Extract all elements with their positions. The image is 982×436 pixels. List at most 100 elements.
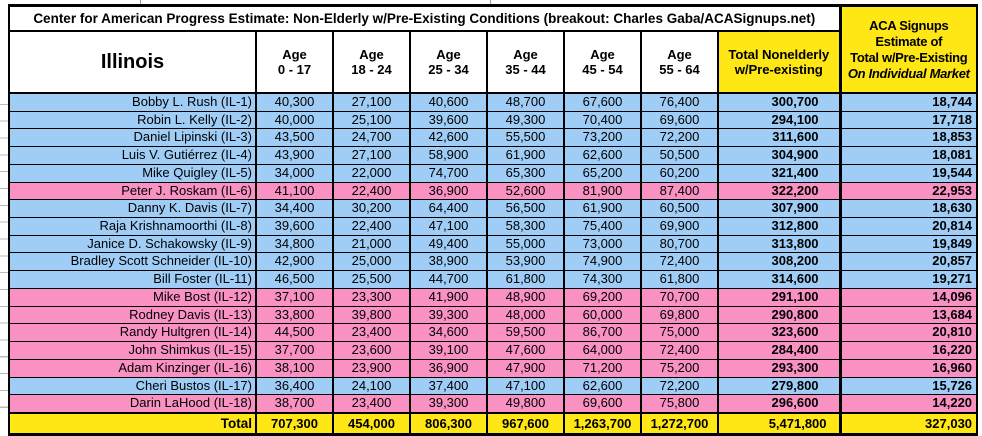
age-value-cell[interactable]: 55,500 bbox=[486, 128, 565, 148]
total-value-cell[interactable]: 806,300 bbox=[409, 411, 488, 436]
aca-estimate-cell[interactable]: 19,849 bbox=[838, 234, 979, 254]
age-header-cell-0-17[interactable]: Age 0 - 17 bbox=[255, 30, 334, 94]
district-name-cell[interactable]: Cheri Bustos (IL-17) bbox=[8, 376, 257, 396]
row-total-cell[interactable]: 293,300 bbox=[716, 358, 842, 378]
age-value-cell[interactable]: 48,700 bbox=[486, 92, 565, 112]
age-value-cell[interactable]: 75,200 bbox=[640, 358, 719, 378]
aca-estimate-cell[interactable]: 14,096 bbox=[838, 287, 979, 307]
total-value-cell[interactable]: 1,272,700 bbox=[640, 411, 719, 436]
age-value-cell[interactable]: 55,000 bbox=[486, 234, 565, 254]
age-value-cell[interactable]: 65,200 bbox=[563, 163, 642, 183]
total-value-cell[interactable]: 1,263,700 bbox=[563, 411, 642, 436]
age-value-cell[interactable]: 23,300 bbox=[332, 287, 411, 307]
age-value-cell[interactable]: 69,800 bbox=[640, 305, 719, 325]
aca-grand-total-cell[interactable]: 327,030 bbox=[838, 411, 979, 436]
row-total-cell[interactable]: 279,800 bbox=[716, 376, 842, 396]
age-value-cell[interactable]: 38,900 bbox=[409, 252, 488, 272]
age-value-cell[interactable]: 72,400 bbox=[640, 252, 719, 272]
table-title-cell[interactable]: Center for American Progress Estimate: N… bbox=[7, 4, 842, 32]
aca-estimate-cell[interactable]: 16,960 bbox=[838, 358, 979, 378]
age-value-cell[interactable]: 47,900 bbox=[486, 358, 565, 378]
aca-estimate-cell[interactable]: 20,814 bbox=[838, 217, 979, 236]
row-total-cell[interactable]: 300,700 bbox=[716, 92, 842, 112]
age-value-cell[interactable]: 58,300 bbox=[486, 217, 565, 236]
total-label-cell[interactable]: Total bbox=[8, 411, 257, 436]
age-value-cell[interactable]: 74,900 bbox=[563, 252, 642, 272]
age-value-cell[interactable]: 53,900 bbox=[486, 252, 565, 272]
age-value-cell[interactable]: 39,800 bbox=[332, 305, 411, 325]
age-value-cell[interactable]: 24,700 bbox=[332, 128, 411, 148]
aca-signups-header-cell[interactable]: ACA Signups Estimate of Total w/Pre-Exis… bbox=[838, 4, 979, 94]
age-value-cell[interactable]: 41,100 bbox=[255, 181, 334, 201]
age-value-cell[interactable]: 73,000 bbox=[563, 234, 642, 254]
aca-estimate-cell[interactable]: 13,684 bbox=[838, 305, 979, 325]
age-value-cell[interactable]: 22,000 bbox=[332, 163, 411, 183]
age-value-cell[interactable]: 34,800 bbox=[255, 234, 334, 254]
row-total-cell[interactable]: 294,100 bbox=[716, 110, 842, 130]
age-value-cell[interactable]: 72,400 bbox=[640, 341, 719, 360]
age-value-cell[interactable]: 22,400 bbox=[332, 217, 411, 236]
age-value-cell[interactable]: 75,400 bbox=[563, 217, 642, 236]
aca-estimate-cell[interactable]: 20,810 bbox=[838, 323, 979, 343]
age-value-cell[interactable]: 62,600 bbox=[563, 376, 642, 396]
age-value-cell[interactable]: 61,900 bbox=[486, 146, 565, 165]
age-value-cell[interactable]: 44,700 bbox=[409, 270, 488, 289]
aca-estimate-cell[interactable]: 18,081 bbox=[838, 146, 979, 165]
row-total-cell[interactable]: 321,400 bbox=[716, 163, 842, 183]
age-value-cell[interactable]: 34,000 bbox=[255, 163, 334, 183]
age-value-cell[interactable]: 81,900 bbox=[563, 181, 642, 201]
age-header-cell-25-34[interactable]: Age 25 - 34 bbox=[409, 30, 488, 94]
age-value-cell[interactable]: 60,000 bbox=[563, 305, 642, 325]
age-value-cell[interactable]: 33,800 bbox=[255, 305, 334, 325]
age-value-cell[interactable]: 43,500 bbox=[255, 128, 334, 148]
row-total-cell[interactable]: 323,600 bbox=[716, 323, 842, 343]
age-header-cell-35-44[interactable]: Age 35 - 44 bbox=[486, 30, 565, 94]
age-value-cell[interactable]: 69,900 bbox=[640, 217, 719, 236]
age-value-cell[interactable]: 75,000 bbox=[640, 323, 719, 343]
age-value-cell[interactable]: 25,100 bbox=[332, 110, 411, 130]
age-value-cell[interactable]: 62,600 bbox=[563, 146, 642, 165]
age-value-cell[interactable]: 37,400 bbox=[409, 376, 488, 396]
age-value-cell[interactable]: 50,500 bbox=[640, 146, 719, 165]
aca-estimate-cell[interactable]: 19,271 bbox=[838, 270, 979, 289]
age-value-cell[interactable]: 38,100 bbox=[255, 358, 334, 378]
age-value-cell[interactable]: 65,300 bbox=[486, 163, 565, 183]
age-value-cell[interactable]: 39,600 bbox=[255, 217, 334, 236]
age-value-cell[interactable]: 36,900 bbox=[409, 181, 488, 201]
age-value-cell[interactable]: 59,500 bbox=[486, 323, 565, 343]
district-name-cell[interactable]: Janice D. Schakowsky (IL-9) bbox=[8, 234, 257, 254]
age-value-cell[interactable]: 58,900 bbox=[409, 146, 488, 165]
district-name-cell[interactable]: Danny K. Davis (IL-7) bbox=[8, 199, 257, 219]
age-value-cell[interactable]: 48,900 bbox=[486, 287, 565, 307]
age-value-cell[interactable]: 61,800 bbox=[486, 270, 565, 289]
age-value-cell[interactable]: 41,900 bbox=[409, 287, 488, 307]
aca-estimate-cell[interactable]: 17,718 bbox=[838, 110, 979, 130]
age-value-cell[interactable]: 30,200 bbox=[332, 199, 411, 219]
district-name-cell[interactable]: Peter J. Roskam (IL-6) bbox=[8, 181, 257, 201]
age-value-cell[interactable]: 73,200 bbox=[563, 128, 642, 148]
age-value-cell[interactable]: 36,400 bbox=[255, 376, 334, 396]
aca-estimate-cell[interactable]: 19,544 bbox=[838, 163, 979, 183]
age-value-cell[interactable]: 52,600 bbox=[486, 181, 565, 201]
total-value-cell[interactable]: 454,000 bbox=[332, 411, 411, 436]
district-name-cell[interactable]: Mike Bost (IL-12) bbox=[8, 287, 257, 307]
age-value-cell[interactable]: 27,100 bbox=[332, 146, 411, 165]
age-value-cell[interactable]: 64,400 bbox=[409, 199, 488, 219]
district-name-cell[interactable]: Darin LaHood (IL-18) bbox=[8, 394, 257, 414]
age-value-cell[interactable]: 42,900 bbox=[255, 252, 334, 272]
age-value-cell[interactable]: 60,500 bbox=[640, 199, 719, 219]
age-value-cell[interactable]: 34,600 bbox=[409, 323, 488, 343]
age-value-cell[interactable]: 74,300 bbox=[563, 270, 642, 289]
age-value-cell[interactable]: 23,900 bbox=[332, 358, 411, 378]
row-total-cell[interactable]: 291,100 bbox=[716, 287, 842, 307]
district-name-cell[interactable]: Robin L. Kelly (IL-2) bbox=[8, 110, 257, 130]
row-total-cell[interactable]: 311,600 bbox=[716, 128, 842, 148]
age-value-cell[interactable]: 47,100 bbox=[486, 376, 565, 396]
age-value-cell[interactable]: 60,200 bbox=[640, 163, 719, 183]
age-value-cell[interactable]: 47,600 bbox=[486, 341, 565, 360]
age-value-cell[interactable]: 44,500 bbox=[255, 323, 334, 343]
age-value-cell[interactable]: 34,400 bbox=[255, 199, 334, 219]
age-value-cell[interactable]: 75,800 bbox=[640, 394, 719, 414]
district-name-cell[interactable]: Rodney Davis (IL-13) bbox=[8, 305, 257, 325]
age-value-cell[interactable]: 69,600 bbox=[640, 110, 719, 130]
